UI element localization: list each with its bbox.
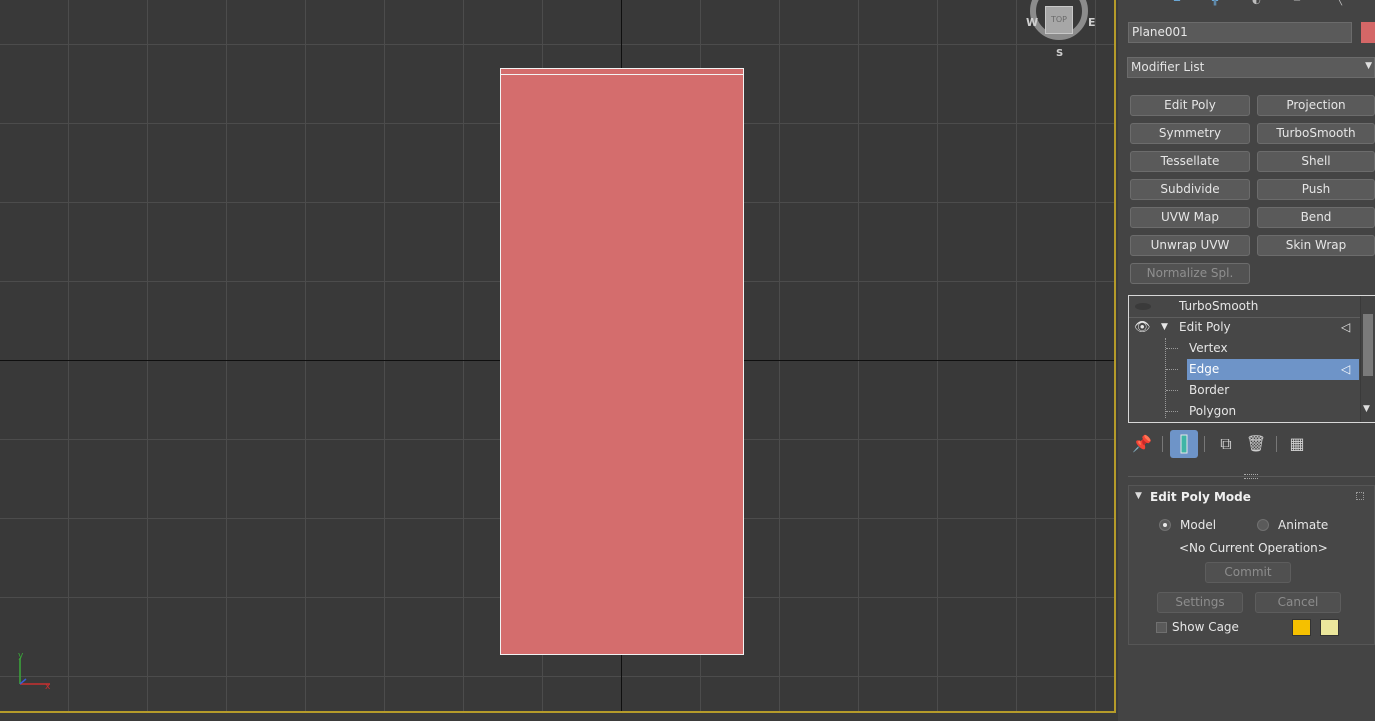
modifier-list-label: Modifier List <box>1131 60 1205 74</box>
tree-branch <box>1166 369 1178 370</box>
show-end-result-icon[interactable]: ◁ <box>1341 320 1351 334</box>
uvw-map-button[interactable]: UVW Map <box>1130 207 1250 228</box>
skin-wrap-button[interactable]: Skin Wrap <box>1257 235 1375 256</box>
shell-button[interactable]: Shell <box>1257 151 1375 172</box>
stack-divider <box>1129 317 1361 318</box>
toolbar-separator <box>1276 436 1277 452</box>
cage-color-swatch[interactable] <box>1292 619 1311 636</box>
tessellate-button[interactable]: Tessellate <box>1130 151 1250 172</box>
normalize-spline-button[interactable]: Normalize Spl. <box>1130 263 1250 284</box>
viewcube-top-face[interactable]: TOP <box>1045 6 1073 34</box>
show-cage-label: Show Cage <box>1172 620 1239 634</box>
stack-item-label: Polygon <box>1189 404 1237 418</box>
eye-off-icon[interactable] <box>1135 303 1151 310</box>
bend-button[interactable]: Bend <box>1257 207 1375 228</box>
scrollbar-thumb[interactable] <box>1363 314 1373 376</box>
stack-item-label: Vertex <box>1189 341 1228 355</box>
compass-west-label: W <box>1026 16 1039 29</box>
commit-button[interactable]: Commit <box>1205 562 1291 583</box>
tree-branch <box>1166 390 1178 391</box>
make-unique-icon[interactable]: ⧉ <box>1220 434 1232 453</box>
axis-y-label: y <box>18 652 24 661</box>
modify-tab-icon[interactable]: ╩ <box>1174 0 1181 6</box>
viewcube-compass-ring[interactable] <box>1030 0 1088 40</box>
current-operation-label: <No Current Operation> <box>1179 541 1328 555</box>
tree-branch <box>1166 348 1178 349</box>
utilities-tab-icon[interactable]: ╲ <box>1336 0 1343 6</box>
plane-object[interactable] <box>500 68 744 655</box>
end-result-icon <box>1180 434 1188 454</box>
projection-button[interactable]: Projection <box>1257 95 1375 116</box>
pin-stack-icon[interactable]: 📌 <box>1132 434 1152 453</box>
axis-gizmo: y x <box>18 652 51 692</box>
stack-item-label: Edge <box>1187 359 1359 380</box>
tree-branch <box>1166 411 1178 412</box>
cancel-button[interactable]: Cancel <box>1255 592 1341 613</box>
stack-subitem-edge[interactable]: Edge ◁ <box>1129 359 1361 380</box>
object-name-field[interactable]: Plane001 <box>1128 22 1352 43</box>
toolbar-separator <box>1204 436 1205 452</box>
eye-icon[interactable]: 👁 <box>1134 320 1151 335</box>
command-panel-tabs: ┴ ╩ ╦ ◐ ┻ ╲ <box>1118 0 1375 10</box>
viewcube[interactable]: TOP W E S <box>1026 0 1096 66</box>
rollout-grip-icon[interactable] <box>1356 492 1364 500</box>
selection-level-icon: ◁ <box>1341 362 1351 376</box>
panel-divider <box>1128 476 1375 477</box>
push-button[interactable]: Push <box>1257 179 1375 200</box>
stack-item-label: Edit Poly <box>1179 320 1231 334</box>
stack-subitem-border[interactable]: Border <box>1129 380 1361 401</box>
expand-arrow-icon[interactable]: ▼ <box>1161 322 1168 332</box>
create-tab-icon[interactable]: ┴ <box>1136 0 1143 6</box>
symmetry-button[interactable]: Symmetry <box>1130 123 1250 144</box>
toolbar-separator <box>1162 436 1163 452</box>
command-panel: ┴ ╩ ╦ ◐ ┻ ╲ Plane001 Modifier List ▼ Edi… <box>1118 0 1375 721</box>
scroll-down-icon[interactable]: ▼ <box>1363 404 1370 414</box>
trash-icon[interactable]: 🗑 <box>1245 434 1267 453</box>
stack-item-edit-poly[interactable]: 👁 ▼ Edit Poly ◁ <box>1129 317 1361 338</box>
tree-line <box>1165 338 1166 418</box>
hierarchy-tab-icon[interactable]: ╦ <box>1212 0 1219 6</box>
configure-modifier-sets-icon[interactable]: ▦ <box>1289 434 1305 453</box>
rollout-title[interactable]: Edit Poly Mode <box>1150 490 1251 504</box>
compass-south-label: S <box>1056 48 1064 59</box>
modifier-list-dropdown[interactable]: Modifier List ▼ <box>1127 57 1375 78</box>
stack-subitem-polygon[interactable]: Polygon <box>1129 401 1361 422</box>
display-tab-icon[interactable]: ┻ <box>1294 0 1301 6</box>
edit-poly-button[interactable]: Edit Poly <box>1130 95 1250 116</box>
model-radio[interactable] <box>1159 519 1171 531</box>
cage-selected-color-swatch[interactable] <box>1320 619 1339 636</box>
top-viewport[interactable]: TOP W E S y x <box>0 0 1116 713</box>
resize-grip[interactable] <box>1244 474 1258 479</box>
subdivide-button[interactable]: Subdivide <box>1130 179 1250 200</box>
settings-button[interactable]: Settings <box>1157 592 1243 613</box>
chevron-down-icon: ▼ <box>1365 61 1372 71</box>
motion-tab-icon[interactable]: ◐ <box>1252 0 1261 6</box>
selected-edge[interactable] <box>501 74 743 75</box>
stack-item-label: Border <box>1189 383 1230 397</box>
stack-toolbar: 📌 ⧉ 🗑 ▦ <box>1128 430 1328 458</box>
axis-x-label: x <box>45 682 51 692</box>
stack-item-label: TurboSmooth <box>1179 299 1259 313</box>
collapse-arrow-icon[interactable]: ▼ <box>1135 491 1142 501</box>
unwrap-uvw-button[interactable]: Unwrap UVW <box>1130 235 1250 256</box>
edit-poly-mode-rollout: ▼ Edit Poly Mode Model Animate <No Curre… <box>1128 485 1375 645</box>
animate-radio[interactable] <box>1257 519 1269 531</box>
model-label: Model <box>1180 518 1217 532</box>
object-color-swatch[interactable] <box>1361 22 1375 43</box>
stack-subitem-vertex[interactable]: Vertex <box>1129 338 1361 359</box>
show-end-result-button[interactable] <box>1170 430 1198 458</box>
animate-label: Animate <box>1278 518 1329 532</box>
show-cage-checkbox[interactable] <box>1156 622 1167 633</box>
compass-east-label: E <box>1088 16 1096 29</box>
modifier-stack[interactable]: TurboSmooth 👁 ▼ Edit Poly ◁ Vertex Edge … <box>1128 295 1375 423</box>
stack-item-turbosmooth[interactable]: TurboSmooth <box>1129 296 1361 317</box>
turbosmooth-button[interactable]: TurboSmooth <box>1257 123 1375 144</box>
stack-scrollbar[interactable]: ▼ <box>1360 296 1375 422</box>
